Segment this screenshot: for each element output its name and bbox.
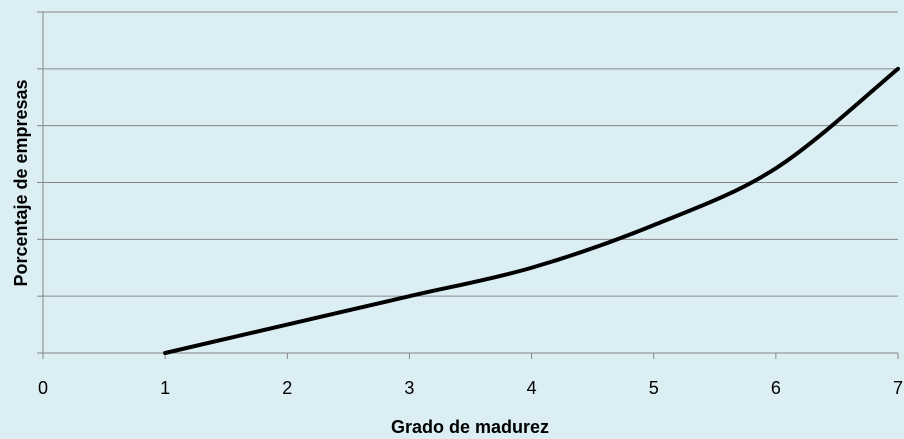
x-tick-label: 2 [282,378,292,398]
y-axis-label: Porcentaje de empresas [11,79,31,286]
x-tick-label: 4 [527,378,537,398]
x-axis-label: Grado de madurez [391,417,549,437]
x-tick-label: 1 [160,378,170,398]
x-tick-label: 7 [893,378,903,398]
x-tick-label: 5 [649,378,659,398]
x-tick-label: 3 [404,378,414,398]
x-tick-label: 6 [771,378,781,398]
series-line [163,66,900,355]
x-tick-label: 0 [38,378,48,398]
